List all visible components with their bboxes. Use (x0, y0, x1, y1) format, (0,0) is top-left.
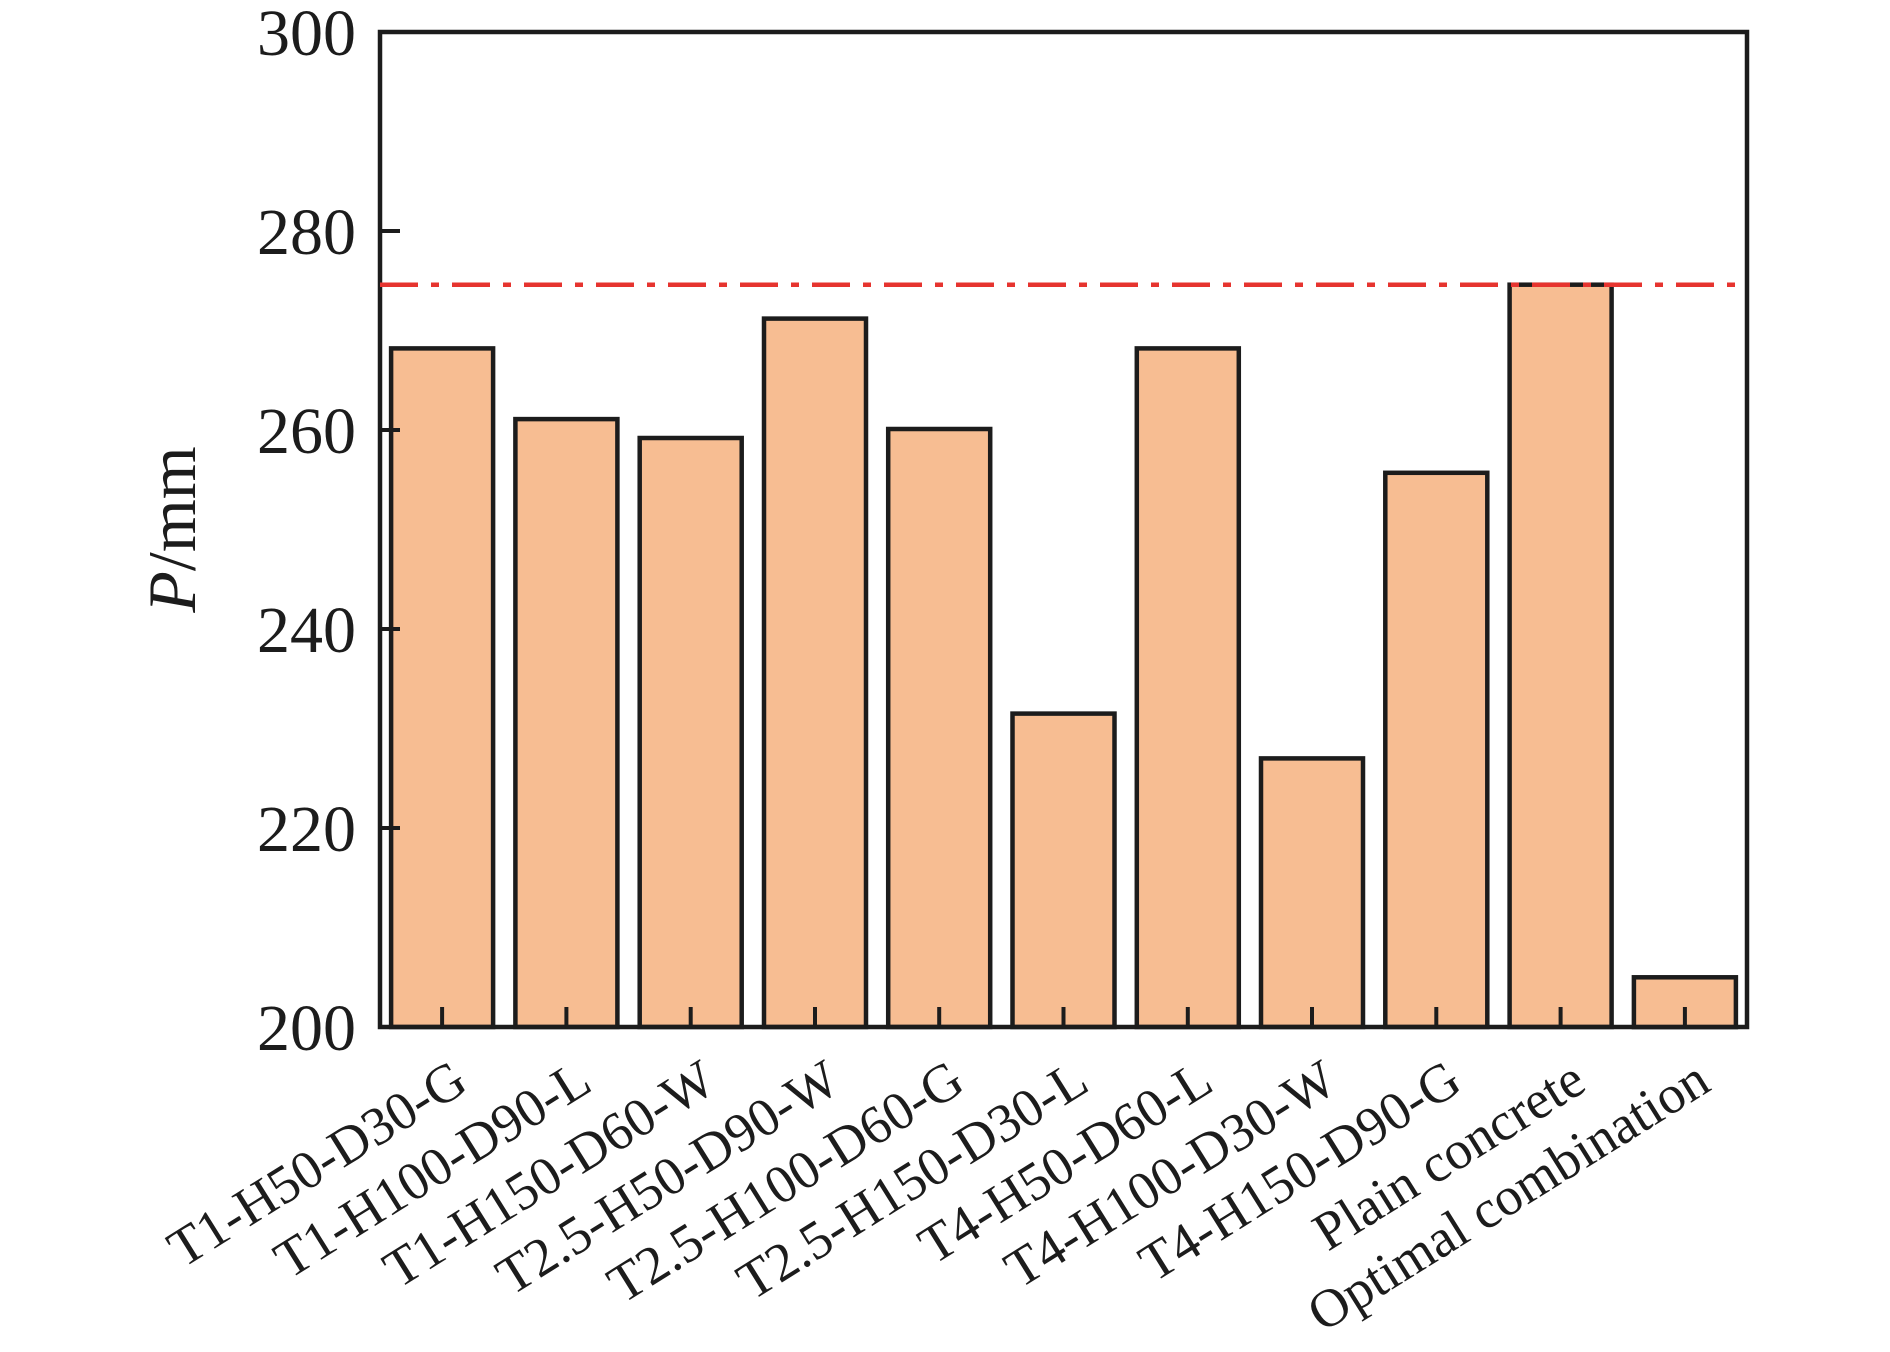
y-axis-label-unit: /mm (134, 446, 210, 571)
bar (885, 426, 993, 1030)
bars-group (388, 282, 1739, 1030)
bar (513, 416, 620, 1030)
y-tick-label: 300 (257, 0, 356, 70)
y-tick-label: 200 (257, 992, 356, 1065)
y-axis-label-symbol: P (134, 571, 210, 614)
y-axis-label: P/mm (134, 446, 210, 613)
plot-frame (377, 29, 1750, 1030)
bar (388, 346, 496, 1030)
bar (1010, 711, 1117, 1030)
bar (1258, 756, 1366, 1030)
bar (1134, 346, 1242, 1030)
bar (1507, 282, 1614, 1030)
y-tick-label: 240 (257, 594, 356, 667)
x-ticks-group (440, 1007, 1687, 1027)
bar (1383, 470, 1490, 1030)
bar (637, 435, 744, 1030)
y-tick-label: 280 (257, 196, 356, 269)
y-tick-label: 260 (257, 395, 356, 468)
y-tick-label: 220 (257, 793, 356, 866)
y-tick-labels-group: 200 220 240 260 280 300 (257, 0, 356, 1065)
bar (761, 316, 869, 1030)
